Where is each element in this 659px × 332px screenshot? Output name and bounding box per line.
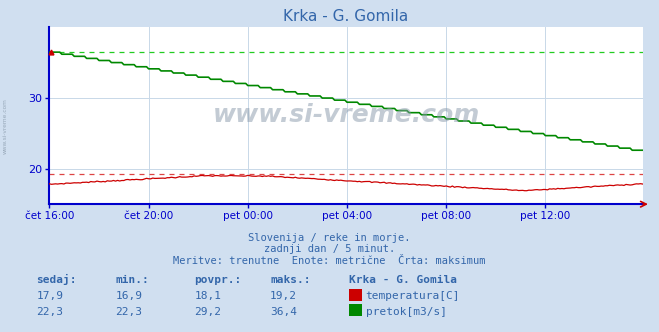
Text: zadnji dan / 5 minut.: zadnji dan / 5 minut. [264, 244, 395, 254]
Text: 22,3: 22,3 [36, 307, 63, 317]
Text: www.si-vreme.com: www.si-vreme.com [212, 103, 480, 127]
Text: 17,9: 17,9 [36, 291, 63, 301]
Text: www.si-vreme.com: www.si-vreme.com [3, 98, 8, 154]
Text: 29,2: 29,2 [194, 307, 221, 317]
Text: min.:: min.: [115, 275, 149, 285]
Text: Slovenija / reke in morje.: Slovenija / reke in morje. [248, 233, 411, 243]
Text: 36,4: 36,4 [270, 307, 297, 317]
Text: pretok[m3/s]: pretok[m3/s] [366, 307, 447, 317]
Text: 18,1: 18,1 [194, 291, 221, 301]
Text: temperatura[C]: temperatura[C] [366, 291, 460, 301]
Text: sedaj:: sedaj: [36, 274, 76, 285]
Text: 22,3: 22,3 [115, 307, 142, 317]
Text: maks.:: maks.: [270, 275, 310, 285]
Text: Krka - G. Gomila: Krka - G. Gomila [349, 275, 457, 285]
Text: 19,2: 19,2 [270, 291, 297, 301]
Title: Krka - G. Gomila: Krka - G. Gomila [283, 9, 409, 24]
Text: Meritve: trenutne  Enote: metrične  Črta: maksimum: Meritve: trenutne Enote: metrične Črta: … [173, 256, 486, 266]
Text: povpr.:: povpr.: [194, 275, 242, 285]
Text: 16,9: 16,9 [115, 291, 142, 301]
